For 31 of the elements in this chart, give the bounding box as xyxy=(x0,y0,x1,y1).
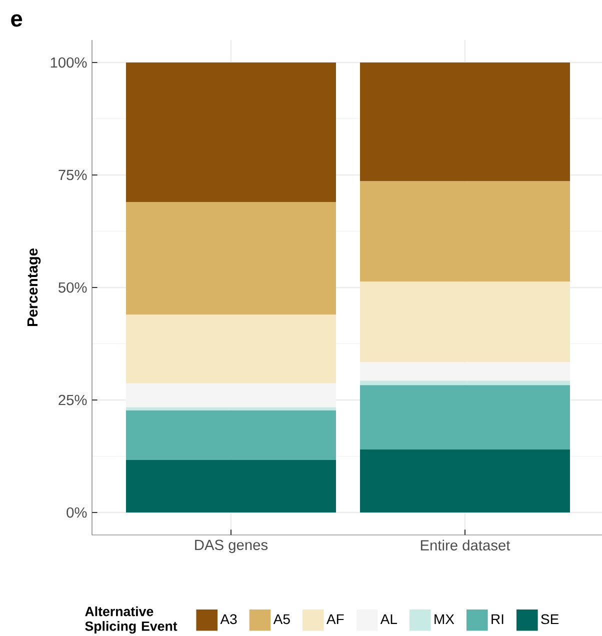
bar xyxy=(360,62,570,182)
legend-label: A3 xyxy=(220,614,237,624)
bar xyxy=(126,202,336,314)
y-axis-title: Percentage xyxy=(27,248,41,326)
bar xyxy=(360,362,570,381)
y-tick-label: 25% xyxy=(58,394,87,406)
y-tick-label: 0% xyxy=(66,507,87,518)
x-tick-label: DAS genes xyxy=(195,540,268,553)
legend-label: AL xyxy=(380,614,398,624)
bar xyxy=(126,410,336,460)
y-tick-label: 75% xyxy=(58,170,87,180)
bar xyxy=(360,181,570,282)
bar xyxy=(360,380,570,386)
bar xyxy=(126,407,336,410)
legend-label: AF xyxy=(326,614,344,624)
legend-title: Alternative Splicing Event xyxy=(85,606,178,634)
legend-label: SE xyxy=(541,614,559,624)
bar xyxy=(126,383,336,408)
bar xyxy=(126,62,336,202)
y-tick-label: 50% xyxy=(58,282,87,293)
x-tick-label: Entire dataset xyxy=(420,540,510,550)
legend-label: RI xyxy=(492,614,504,624)
bar xyxy=(360,385,570,450)
legend-label: MX xyxy=(434,614,454,624)
chart-title: e xyxy=(11,14,22,27)
bar xyxy=(126,460,336,512)
bar xyxy=(126,314,336,384)
bar xyxy=(360,450,570,512)
bar xyxy=(360,282,570,362)
legend-label: A5 xyxy=(273,614,290,624)
y-tick-label: 100% xyxy=(50,57,87,68)
